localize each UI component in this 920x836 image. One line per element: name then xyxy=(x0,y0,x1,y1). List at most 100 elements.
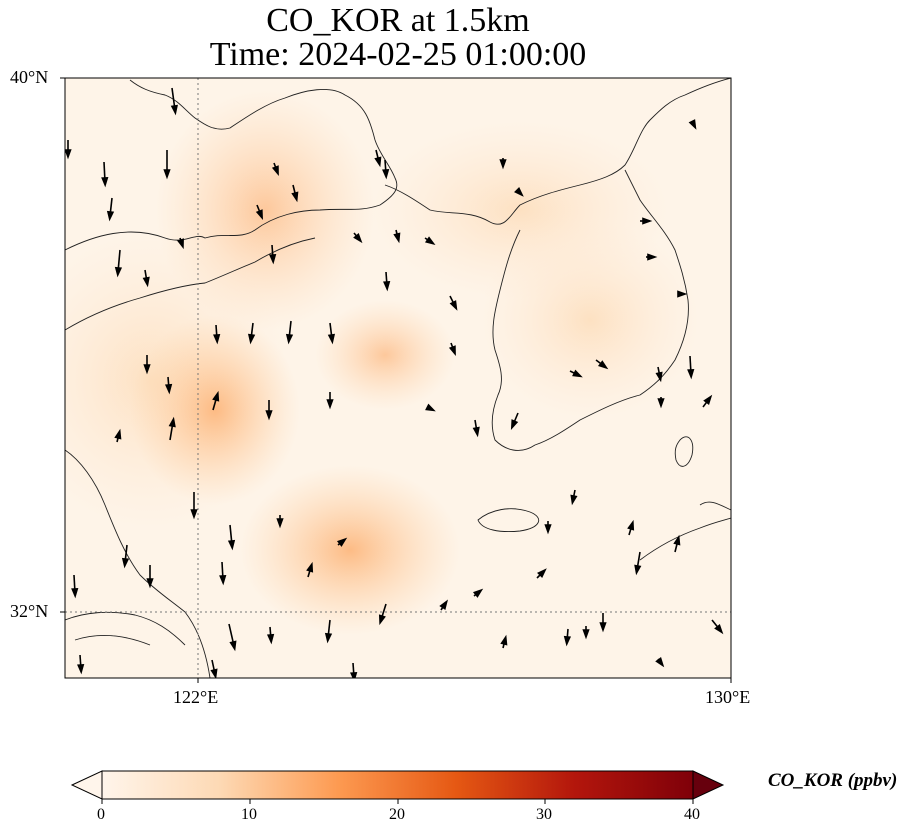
wind-arrow-head xyxy=(404,68,410,75)
wind-arrow-head xyxy=(324,632,333,644)
wind-arrow-head xyxy=(168,416,176,428)
wind-arrow-head xyxy=(544,524,552,535)
wind-arrow-head xyxy=(510,419,519,430)
wind-arrow-head xyxy=(336,537,348,547)
wind-arrow-head xyxy=(170,104,178,116)
wind-arrow-head xyxy=(271,165,279,177)
wind-arrow-head xyxy=(378,614,386,626)
wind-arrow-head xyxy=(327,333,336,345)
wind-arrow-head xyxy=(448,345,456,357)
wind-arrow-head xyxy=(177,238,184,250)
wind-arrow-head xyxy=(627,519,635,531)
wind-arrow-head xyxy=(114,428,122,440)
wind-arrow-head xyxy=(687,369,695,380)
wind-arrow-head xyxy=(572,369,583,378)
wind-arrow-head xyxy=(514,187,524,197)
wind-arrow-head xyxy=(255,209,263,220)
colorbar-min-extend xyxy=(70,770,103,800)
colorbar-tick-20: 20 xyxy=(389,806,405,823)
wind-arrow-head xyxy=(229,640,237,652)
gridlines xyxy=(65,78,731,678)
wind-arrow-head xyxy=(114,266,123,278)
lon-label-130e: 130°E xyxy=(705,687,751,707)
wind-arrow-head xyxy=(599,622,607,633)
wind-arrow-head xyxy=(570,494,578,506)
wind-arrow-head xyxy=(714,623,724,635)
map-title: CO_KOR at 1.5km Time: 2024-02-25 01:00:0… xyxy=(0,4,796,72)
lat-label-32n: 32°N xyxy=(10,601,49,621)
wind-arrow-head xyxy=(677,290,688,298)
wind-arrow-head xyxy=(227,539,236,551)
wind-arrow-head xyxy=(326,399,334,410)
wind-arrow-head xyxy=(146,578,154,589)
wind-arrow-head xyxy=(164,383,173,395)
wind-arrow-head xyxy=(472,426,480,438)
title-variable: CO_KOR at 1.5km xyxy=(266,2,530,39)
wind-arrow-head xyxy=(500,634,508,646)
wind-arrow-head xyxy=(353,232,363,244)
wind-arrow-head xyxy=(213,333,221,345)
colorbar-tick-10: 10 xyxy=(241,806,257,823)
wind-vectors xyxy=(65,65,724,678)
wind-arrow-head xyxy=(657,398,665,409)
wind-arrow-head xyxy=(472,588,484,598)
wind-arrow-head xyxy=(374,156,382,168)
wind-arrow-head xyxy=(210,668,218,678)
wind-arrow-head xyxy=(101,177,109,188)
title-time: Time: 2024-02-25 01:00:00 xyxy=(209,36,587,73)
wind-arrow-head xyxy=(71,588,79,599)
wind-arrow-head xyxy=(121,557,130,569)
wind-arrow-head xyxy=(269,253,277,265)
map-plot xyxy=(60,65,732,683)
wind-arrow-head xyxy=(163,169,171,180)
lat-label-40n: 40°N xyxy=(10,67,49,87)
wind-arrow-head xyxy=(65,149,72,160)
wind-arrow-head xyxy=(247,333,256,345)
colorbar-tick-40: 40 xyxy=(684,806,700,823)
colorbar-tick-0: 0 xyxy=(97,806,105,823)
wind-arrow-head xyxy=(285,333,294,345)
wind-arrow-head xyxy=(655,656,665,668)
wind-arrow-head xyxy=(688,119,697,130)
colorbar-gradient xyxy=(101,770,694,800)
wind-arrow-head xyxy=(439,599,448,611)
wind-arrow-head xyxy=(449,300,458,311)
wind-arrow-head xyxy=(634,564,642,576)
wind-arrow-head xyxy=(597,360,609,370)
concentration-field xyxy=(65,90,700,635)
colorbar-max-extend xyxy=(692,770,725,800)
colorbar-label: CO_KOR (ppbv) xyxy=(768,770,898,791)
wind-arrow-head xyxy=(142,276,150,288)
wind-arrow-head xyxy=(393,232,401,244)
wind-arrow-head xyxy=(350,671,358,678)
wind-arrow-head xyxy=(563,635,572,647)
wind-arrow-head xyxy=(655,371,663,383)
wind-arrow-head xyxy=(582,629,590,640)
lon-label-122e: 122°E xyxy=(173,687,219,707)
wind-arrow-head xyxy=(266,633,275,645)
wind-arrow-head xyxy=(265,410,273,421)
colorbar-tick-30: 30 xyxy=(536,806,552,823)
map-frame xyxy=(64,77,732,679)
wind-arrow-head xyxy=(383,280,391,292)
wind-arrow xyxy=(402,65,408,73)
wind-arrow-head xyxy=(425,403,436,412)
wind-arrow-head xyxy=(647,253,658,261)
wind-arrow-head xyxy=(276,518,284,529)
wind-arrow-head xyxy=(424,236,436,245)
wind-arrow-head xyxy=(642,217,653,225)
wind-arrow-head xyxy=(143,364,151,375)
wind-arrow-head xyxy=(212,390,220,402)
wind-arrow-head xyxy=(219,575,227,586)
wind-arrow-head xyxy=(703,394,713,406)
wind-arrow-head xyxy=(537,568,547,578)
wind-arrow-head xyxy=(306,561,314,573)
wind-arrow-head xyxy=(382,168,390,180)
wind-arrow-head xyxy=(291,191,299,203)
wind-arrow-head xyxy=(77,663,85,675)
coastlines xyxy=(65,78,731,678)
wind-arrow-head xyxy=(673,534,681,546)
wind-arrow-head xyxy=(499,159,507,170)
wind-arrow-head xyxy=(190,509,198,520)
wind-arrow-head xyxy=(106,210,115,222)
